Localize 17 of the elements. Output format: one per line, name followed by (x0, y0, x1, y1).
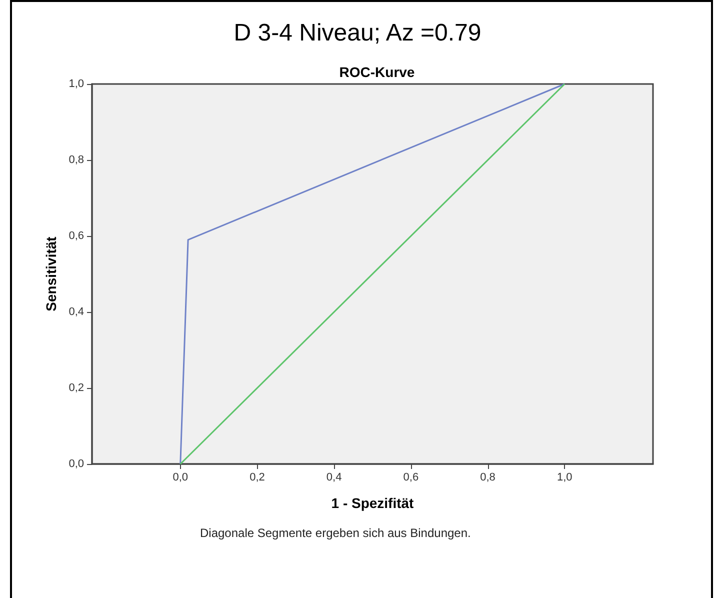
x-axis-title: 1 - Spezifität (331, 495, 414, 511)
y-axis-title: Sensitivität (42, 236, 59, 312)
text: Diagonale Segmente ergeben sich aus Bindungen. (200, 526, 471, 540)
chart-title: D 3-4 Niveau; Az =0.79 (234, 20, 482, 46)
x-tick-label: 0,2 (250, 472, 265, 484)
y-tick-label: 0,0 (68, 458, 84, 470)
x-tick-label: 0,6 (403, 472, 419, 484)
y-tick-label: 1,0 (68, 78, 84, 90)
chart-subtitle: ROC-Kurve (339, 64, 415, 80)
x-tick-label: 1,0 (556, 472, 572, 484)
y-tick-label: 0,2 (68, 382, 84, 394)
x-tick-label: 0,4 (326, 472, 342, 484)
y-tick-label: 0,6 (68, 230, 84, 242)
x-tick-label: 0,8 (480, 472, 496, 484)
x-tick-label: 0,0 (172, 472, 188, 484)
y-tick-label: 0,4 (68, 306, 84, 318)
y-tick-label: 0,8 (68, 154, 84, 166)
